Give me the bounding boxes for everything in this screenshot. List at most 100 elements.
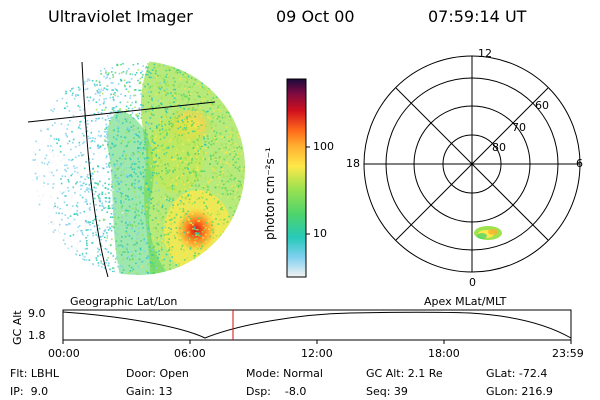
uv-speckle xyxy=(154,190,157,192)
uv-speckle xyxy=(64,214,67,216)
uv-speckle xyxy=(148,187,150,190)
uv-speckle xyxy=(172,206,174,209)
uv-speckle xyxy=(99,94,101,97)
uv-speckle xyxy=(225,192,227,195)
uv-speckle xyxy=(122,258,125,261)
uv-speckle xyxy=(213,153,215,155)
uv-speckle xyxy=(164,241,166,244)
uv-speckle xyxy=(115,240,118,242)
uv-speckle xyxy=(66,105,69,108)
uv-speckle xyxy=(146,203,148,206)
uv-speckle xyxy=(135,173,137,175)
uv-speckle xyxy=(200,247,202,250)
uv-speckle xyxy=(138,131,141,133)
uv-speckle xyxy=(117,83,120,85)
altitude-xtick-1: 06:00 xyxy=(174,347,206,360)
uv-speckle xyxy=(105,77,107,80)
uv-speckle xyxy=(136,242,138,244)
uv-speckle xyxy=(114,94,117,97)
uv-speckle xyxy=(160,219,163,221)
uv-speckle xyxy=(157,100,159,102)
uv-speckle xyxy=(155,135,157,138)
uv-speckle xyxy=(95,187,97,189)
uv-speckle xyxy=(212,171,215,174)
uv-speckle xyxy=(230,144,232,146)
uv-speckle xyxy=(164,198,166,200)
uv-speckle xyxy=(158,157,161,159)
uv-speckle xyxy=(104,218,106,221)
uv-speckle xyxy=(203,202,205,204)
uv-speckle xyxy=(139,171,142,174)
uv-speckle xyxy=(178,192,180,195)
uv-speckle xyxy=(216,151,218,154)
status-glon: GLon: 216.9 xyxy=(486,385,553,398)
uv-speckle xyxy=(138,222,141,225)
uv-speckle xyxy=(134,89,137,91)
uv-speckle xyxy=(98,130,100,133)
uv-speckle xyxy=(111,71,113,73)
uv-speckle xyxy=(172,170,174,172)
uv-speckle xyxy=(88,259,91,261)
uv-speckle xyxy=(146,242,148,244)
uv-speckle xyxy=(165,167,167,169)
uv-speckle xyxy=(153,63,156,66)
uv-speckle xyxy=(183,231,186,234)
uv-speckle xyxy=(202,197,204,199)
uv-speckle xyxy=(205,205,207,208)
uv-speckle xyxy=(221,149,223,151)
uv-speckle xyxy=(130,78,133,80)
uv-speckle xyxy=(112,153,114,156)
uv-speckle xyxy=(97,251,99,253)
uv-speckle xyxy=(198,232,200,234)
uv-speckle xyxy=(110,212,113,215)
uv-speckle xyxy=(128,209,131,212)
uv-speckle xyxy=(203,143,206,146)
uv-speckle xyxy=(227,196,229,199)
uv-speckle xyxy=(129,258,131,261)
uv-speckle xyxy=(176,215,178,218)
uv-speckle xyxy=(159,246,162,249)
uv-speckle xyxy=(146,257,148,259)
uv-speckle xyxy=(188,171,191,174)
uv-speckle xyxy=(111,207,114,209)
uv-speckle xyxy=(46,128,49,130)
uv-speckle xyxy=(125,222,127,224)
uv-speckle xyxy=(145,185,147,188)
uv-speckle xyxy=(171,269,174,271)
uv-speckle xyxy=(104,128,106,131)
uv-speckle xyxy=(108,192,110,194)
uv-speckle xyxy=(77,127,80,129)
uv-speckle xyxy=(72,138,75,141)
uv-speckle xyxy=(151,85,153,87)
uv-speckle xyxy=(79,240,81,243)
uv-speckle xyxy=(219,110,221,113)
uv-speckle xyxy=(191,120,193,122)
uv-speckle xyxy=(100,244,103,247)
uv-speckle xyxy=(137,165,140,167)
uv-speckle xyxy=(136,243,139,245)
status-dsp: Dsp: -8.0 xyxy=(246,385,307,398)
uv-speckle xyxy=(162,217,164,219)
uv-speckle xyxy=(198,137,200,139)
uv-speckle xyxy=(80,188,82,190)
uv-speckle xyxy=(151,149,154,151)
uv-speckle xyxy=(101,193,104,195)
uv-speckle xyxy=(165,116,168,119)
uv-speckle xyxy=(228,162,230,165)
uv-speckle xyxy=(238,145,241,148)
uv-speckle xyxy=(157,144,159,147)
uv-speckle xyxy=(207,110,209,113)
altitude-plot xyxy=(62,309,572,344)
uv-speckle xyxy=(116,64,118,66)
uv-speckle xyxy=(110,229,113,232)
uv-speckle xyxy=(160,161,162,163)
uv-speckle xyxy=(80,230,82,232)
uv-speckle xyxy=(177,147,180,150)
uv-speckle xyxy=(199,158,202,160)
uv-speckle xyxy=(87,177,90,179)
uv-speckle xyxy=(114,171,116,174)
uv-speckle xyxy=(141,153,144,155)
uv-speckle xyxy=(59,207,61,210)
uv-speckle xyxy=(212,97,215,99)
uv-speckle xyxy=(191,173,193,175)
